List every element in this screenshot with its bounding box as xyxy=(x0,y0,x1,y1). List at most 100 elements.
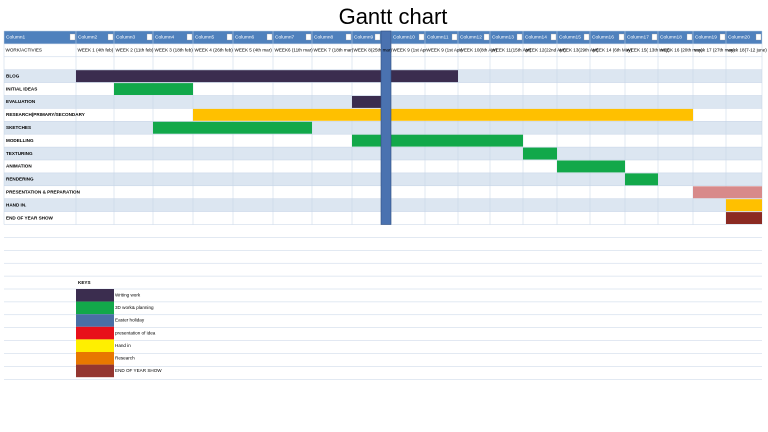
column-header: Column7 xyxy=(275,35,295,41)
key-label: END OF YEAR SHOW xyxy=(115,368,162,373)
row-bg xyxy=(4,366,762,380)
column-header: Column19 xyxy=(695,35,717,41)
filter-button xyxy=(305,33,312,41)
week-label: WEEK 11(15th Apr) xyxy=(492,48,532,53)
key-label: Research xyxy=(115,356,135,361)
column-header: Column13 xyxy=(492,35,514,41)
filter-button xyxy=(618,33,625,41)
filter-button xyxy=(146,33,153,41)
column-header: Column5 xyxy=(195,35,215,41)
key-swatch xyxy=(76,364,114,378)
keys-title: KEYS xyxy=(78,280,91,285)
task-label: ANIMATION xyxy=(6,164,32,169)
task-label: BLOG xyxy=(6,73,20,78)
key-label: presentation of idea xyxy=(115,330,156,335)
week-label: WEEK 8(25th mar) xyxy=(354,48,393,53)
column-header: Column2 xyxy=(78,35,98,41)
task-bar xyxy=(352,134,523,147)
key-label: Easter holiday xyxy=(115,318,145,323)
row-bg xyxy=(4,224,762,238)
task-bar xyxy=(193,108,693,121)
row-bg xyxy=(4,301,762,315)
filter-button xyxy=(418,33,425,41)
task-bar xyxy=(76,70,458,83)
filter-button xyxy=(516,33,523,41)
key-swatch xyxy=(76,314,114,327)
row-bg xyxy=(4,353,762,367)
week-label: WORK/ACTIVIES xyxy=(6,48,43,53)
week-label: WEEK6 (11th mar) xyxy=(275,48,314,53)
week-label: WEEK 9 (1st Apr xyxy=(393,48,428,53)
week-label: WEEK 2 (11th feb) xyxy=(116,48,154,53)
filter-button xyxy=(266,33,273,41)
week-label: WEEK 5 (4th mar) xyxy=(235,48,273,53)
column-header: Column14 xyxy=(525,35,547,41)
title: Gantt chart xyxy=(339,4,448,29)
task-bar xyxy=(557,160,625,173)
task-label: RESEARCH(PRIMARY/SECONDARY xyxy=(6,112,85,117)
week-label: WEEK 12(22nd Apr) xyxy=(525,48,567,53)
week-label: WEEK 7 (18th mar) xyxy=(314,48,354,53)
task-label: SKETCHES xyxy=(6,125,31,130)
column-header: Column8 xyxy=(314,35,334,41)
column-header: Column4 xyxy=(155,35,175,41)
filter-button xyxy=(686,33,693,41)
key-swatch xyxy=(76,301,114,315)
filter-button xyxy=(345,33,352,41)
filter-button xyxy=(651,33,658,41)
key-swatch xyxy=(76,289,114,302)
task-label: PRESENTATION & PREPARATION xyxy=(6,189,81,194)
row-bg xyxy=(4,276,762,289)
row-bg xyxy=(4,340,762,354)
task-bar xyxy=(153,121,312,134)
week-label: WEEK 3 (18th feb) xyxy=(155,48,194,53)
task-bar xyxy=(726,199,762,212)
column-header: Column18 xyxy=(660,35,682,41)
key-label: 3D work& planning xyxy=(115,305,154,310)
column-header: Column6 xyxy=(235,35,255,41)
week-label: WEEK 15( 13th may) xyxy=(627,48,671,53)
task-bar xyxy=(625,173,658,186)
column-header: Column17 xyxy=(627,35,649,41)
task-label: MODELLING xyxy=(6,138,34,143)
row-bg xyxy=(4,314,762,328)
task-label: END OF YEAR SHOW xyxy=(6,215,54,220)
key-swatch xyxy=(76,339,114,352)
filter-button xyxy=(226,33,233,41)
key-swatch xyxy=(76,326,114,340)
key-label: Writing work xyxy=(115,293,141,298)
filter-button xyxy=(583,33,590,41)
task-bar xyxy=(352,96,381,108)
task-label: TEXTURING xyxy=(6,151,33,156)
row-bg xyxy=(4,327,762,341)
filter-button xyxy=(483,33,490,41)
column-header: Column11 xyxy=(427,35,449,41)
filter-button xyxy=(107,33,114,41)
task-bar xyxy=(114,83,193,95)
filter-button xyxy=(374,33,381,41)
task-label: HAND IN. xyxy=(6,202,26,207)
row-bg xyxy=(4,237,762,251)
column-header: Column15 xyxy=(559,35,581,41)
week-label: WEEK 4 (26th feb) xyxy=(195,48,234,53)
column-header: Column1 xyxy=(6,35,26,41)
filter-button xyxy=(755,33,762,41)
week-label: WEEK 10(8th Apr) xyxy=(460,48,498,53)
filter-button xyxy=(550,33,557,41)
column-header: Column3 xyxy=(116,35,136,41)
filter-button xyxy=(719,33,726,41)
week-label: WEEK 14 (6th May) xyxy=(592,48,633,53)
column-header: Column9 xyxy=(354,35,374,41)
row-bg xyxy=(4,263,762,277)
key-swatch xyxy=(76,352,114,365)
column-header: Column20 xyxy=(728,35,750,41)
week-label: week 18(7-12 june) xyxy=(728,48,768,53)
column-header: Column10 xyxy=(393,35,415,41)
task-label: INITIAL IDEAS xyxy=(6,86,37,91)
key-label: Hand in xyxy=(115,343,131,348)
column-header: Column16 xyxy=(592,35,614,41)
week-label: WEEK 1 (4th feb) xyxy=(78,48,114,53)
easter-column xyxy=(380,30,392,225)
task-bar xyxy=(523,147,557,160)
